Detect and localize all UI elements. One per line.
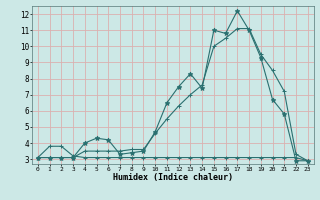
X-axis label: Humidex (Indice chaleur): Humidex (Indice chaleur) (113, 173, 233, 182)
